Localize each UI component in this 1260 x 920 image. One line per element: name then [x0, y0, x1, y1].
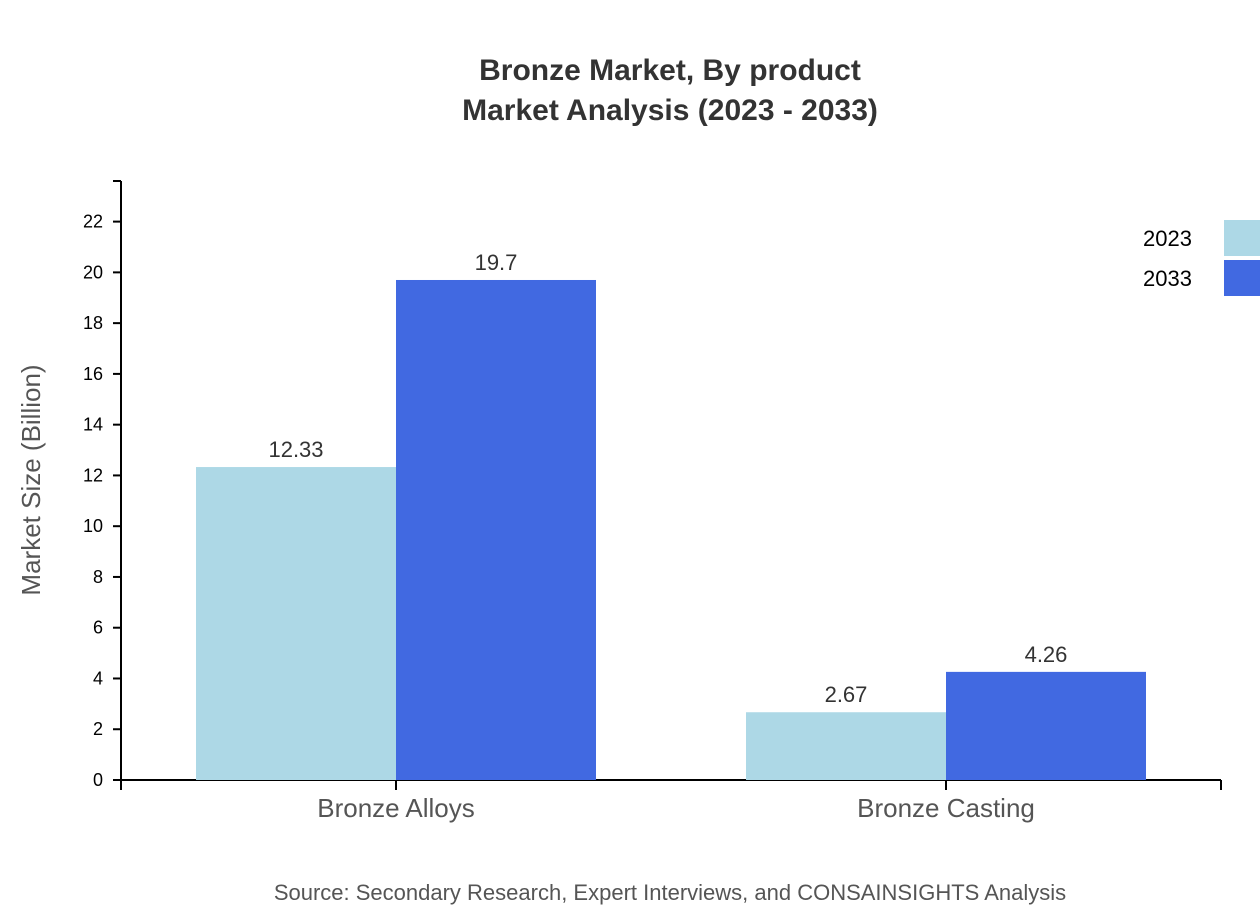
x-tick-label: Bronze Casting	[857, 793, 1035, 823]
y-tick-label: 18	[83, 313, 103, 333]
chart-title-line-2: Market Analysis (2023 - 2033)	[462, 94, 878, 127]
bar-2023	[746, 712, 946, 780]
legend-swatch	[1224, 220, 1260, 256]
data-label: 19.7	[475, 250, 518, 275]
y-tick-label: 14	[83, 415, 103, 435]
y-tick-label: 6	[93, 618, 103, 638]
y-tick-label: 22	[83, 212, 103, 232]
data-label: 2.67	[825, 682, 868, 707]
y-tick-label: 10	[83, 516, 103, 536]
data-label: 12.33	[268, 437, 323, 462]
source-note: Source: Secondary Research, Expert Inter…	[274, 880, 1066, 905]
y-tick-label: 4	[93, 668, 103, 688]
bar-2023	[196, 467, 396, 780]
y-axis-label: Market Size (Billion)	[16, 364, 46, 595]
y-tick-label: 2	[93, 719, 103, 739]
data-label: 4.26	[1025, 642, 1068, 667]
legend-swatch	[1224, 260, 1260, 296]
y-tick-label: 20	[83, 262, 103, 282]
bars: 12.33 19.7 2.67 4.26	[196, 250, 1146, 780]
bar-2033	[946, 671, 1146, 780]
y-tick-label: 16	[83, 364, 103, 384]
bar-2033	[396, 279, 596, 780]
chart-title-line-1: Bronze Market, By product	[479, 54, 861, 87]
legend: 2023 2033	[1143, 220, 1260, 296]
legend-label: 2033	[1143, 266, 1192, 291]
legend-label: 2023	[1143, 226, 1192, 251]
y-tick-label: 0	[93, 770, 103, 790]
y-tick-label: 12	[83, 465, 103, 485]
y-tick-label: 8	[93, 567, 103, 587]
x-tick-label: Bronze Alloys	[317, 793, 475, 823]
